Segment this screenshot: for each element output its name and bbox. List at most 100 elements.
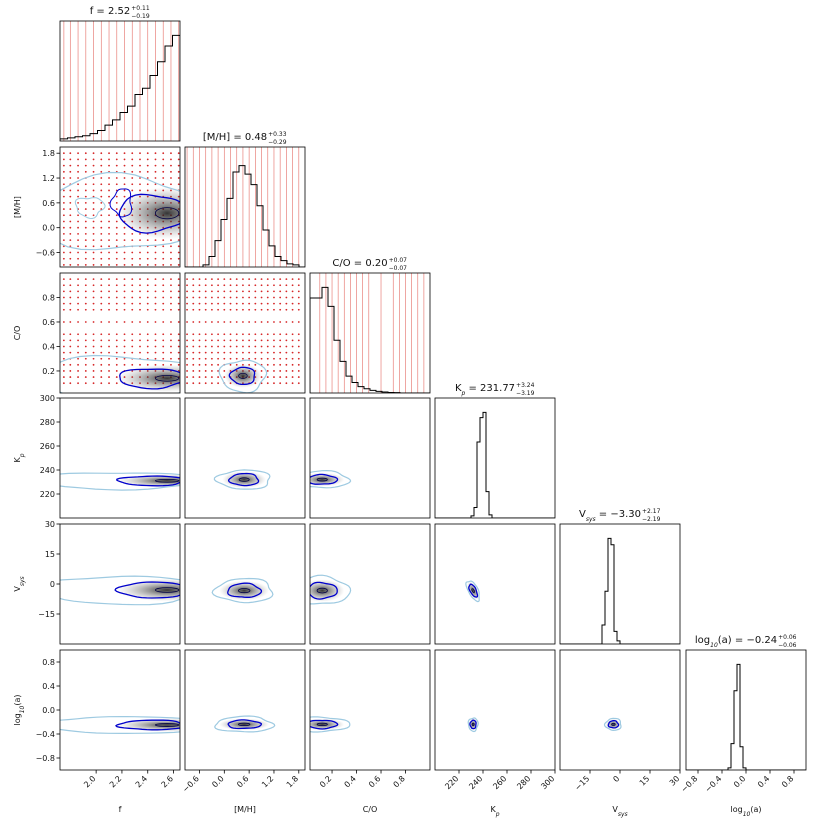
- outer-contour-f-loga: [60, 715, 180, 735]
- title-loga: log10(a) = −0.24: [695, 635, 777, 649]
- hist-panel-loga: log10(a) = −0.24 +0.06−0.06: [685, 634, 807, 771]
- xtick-label-vsys-1: 0: [611, 774, 621, 784]
- outer-contour-co-kp: [310, 469, 352, 489]
- xtick-label-vsys-2: 15: [638, 774, 652, 788]
- frame-kp: [434, 397, 556, 519]
- hist-steps-kp: [435, 411, 555, 518]
- core-contour-co-kp: [316, 477, 328, 482]
- inner-contour-mh-loga: [227, 719, 262, 730]
- frame-co-loga: [309, 649, 431, 771]
- ytick-label-kp-4: 300: [40, 394, 55, 403]
- xtick-label-vsys-0: −15: [573, 774, 591, 792]
- outer-contour-kp-loga: [467, 717, 479, 733]
- ytick-label-loga-3: 0.4: [42, 682, 55, 691]
- title-sub-f: −0.19: [131, 13, 150, 20]
- frame-mh-vsys: [184, 523, 306, 645]
- core-contour-co-loga: [316, 722, 328, 727]
- xtick-label-mh-1: 0.0: [210, 774, 225, 789]
- title-sup-mh: +0.33: [268, 131, 287, 138]
- core-contour-kp-vsys: [471, 588, 475, 593]
- inner-contour-co-vsys: [310, 581, 338, 600]
- title-sub-mh: −0.29: [268, 139, 287, 146]
- ytick-label-vsys-2: 15: [45, 550, 55, 559]
- hist-panel-co: C/O = 0.20 +0.07−0.07: [309, 257, 431, 394]
- inner-contour-co-loga: [310, 719, 339, 730]
- frame-f: [59, 20, 181, 142]
- outer-contour-f-mh: [60, 171, 180, 251]
- title-sup-loga: +0.06: [778, 634, 797, 641]
- xtick-label-loga-4: 0.8: [780, 774, 795, 789]
- panel-mh-kp: [184, 397, 306, 519]
- outer-contour-co-vsys: [310, 574, 352, 605]
- xtick-label-co-2: 0.6: [367, 774, 382, 789]
- panels-layer: f = 2.52 +0.11−0.19 [M/H] = 0.48 +0.33−0.29…: [13, 5, 807, 818]
- panel-mh-loga: [184, 649, 306, 771]
- ytick-label-loga-2: 0.0: [42, 706, 55, 715]
- core-contour-f-loga: [154, 723, 180, 727]
- frame-loga: [685, 649, 807, 771]
- panel-mh-vsys: [184, 523, 306, 645]
- panel-co-kp: [309, 397, 431, 519]
- ytick-label-vsys-3: 30: [45, 520, 55, 529]
- ytick-label-co-1: 0.4: [42, 342, 55, 351]
- xtick-label-mh-4: 1.8: [285, 774, 300, 789]
- panel-co-vsys: [309, 523, 431, 645]
- title-sub-co: −0.07: [389, 265, 408, 272]
- island-contour-1: [74, 197, 106, 220]
- inner-contour-kp-vsys: [468, 583, 479, 598]
- ytick-label-co-0: 0.2: [42, 367, 55, 376]
- frame-f-kp: [59, 397, 181, 519]
- inner-contour-f-mh: [118, 193, 180, 234]
- frame-mh: [184, 146, 306, 268]
- frame-co: [309, 272, 431, 394]
- title-sub-vsys: −2.19: [642, 516, 661, 523]
- frame-co-kp: [309, 397, 431, 519]
- xlabel-loga: log10(a): [731, 805, 762, 818]
- ytick-label-co-3: 0.8: [42, 293, 55, 302]
- xtick-label-mh-0: −0.6: [181, 774, 201, 794]
- xtick-label-kp-1: 240: [467, 774, 484, 791]
- frame-f-loga: [59, 649, 181, 771]
- xtick-label-loga-3: 0.4: [756, 774, 771, 789]
- ytick-label-mh-4: 1.8: [42, 149, 55, 158]
- frame-vsys-loga: [559, 649, 681, 771]
- xtick-label-co-0: 0.2: [318, 774, 333, 789]
- title-sup-f: +0.11: [131, 5, 150, 12]
- density-f-mh: [116, 187, 180, 240]
- ytick-label-mh-1: 0.0: [42, 224, 55, 233]
- core-contour-f-mh: [154, 207, 180, 220]
- ytick-label-loga-0: −0.8: [36, 754, 55, 763]
- panel-co-loga: [309, 649, 431, 771]
- title-sub-kp: −3.19: [516, 390, 535, 397]
- core-contour-kp-loga: [471, 722, 475, 727]
- frame-co-vsys: [309, 523, 431, 645]
- hist-panel-f: f = 2.52 +0.11−0.19: [59, 5, 181, 142]
- inner-contour-mh-co: [228, 366, 256, 386]
- outer-contour-mh-vsys: [211, 577, 274, 604]
- hist-steps-mh: [185, 165, 305, 267]
- frame-kp-loga: [434, 649, 556, 771]
- ytick-label-kp-2: 260: [40, 442, 55, 451]
- hist-panel-kp: Kp = 231.77 +3.24−3.19: [434, 382, 556, 519]
- title-mh: [M/H] = 0.48: [203, 132, 267, 143]
- ylabel-vsys: Vsys: [13, 576, 26, 591]
- core-contour-mh-vsys: [237, 588, 251, 594]
- ytick-label-co-2: 0.6: [42, 318, 55, 327]
- ytick-label-vsys-1: 0: [50, 580, 55, 589]
- density-f-co: [116, 364, 180, 393]
- panel-f-kp: [59, 397, 181, 519]
- ytick-label-loga-1: −0.4: [36, 730, 55, 739]
- xtick-label-kp-4: 300: [539, 774, 556, 791]
- frame-f-mh: [59, 146, 181, 268]
- xtick-label-kp-0: 220: [443, 774, 460, 791]
- ylabel-loga: log10(a): [13, 695, 26, 726]
- ylabel-mh: [M/H]: [13, 196, 22, 218]
- outer-contour-mh-kp: [213, 469, 271, 490]
- title-kp: Kp = 231.77: [455, 383, 515, 397]
- xtick-label-kp-2: 260: [491, 774, 508, 791]
- core-contour-f-vsys: [154, 587, 180, 593]
- frame-f-co: [59, 272, 181, 394]
- hist-steps-vsys: [560, 537, 680, 644]
- inner-contour-f-co: [119, 368, 180, 390]
